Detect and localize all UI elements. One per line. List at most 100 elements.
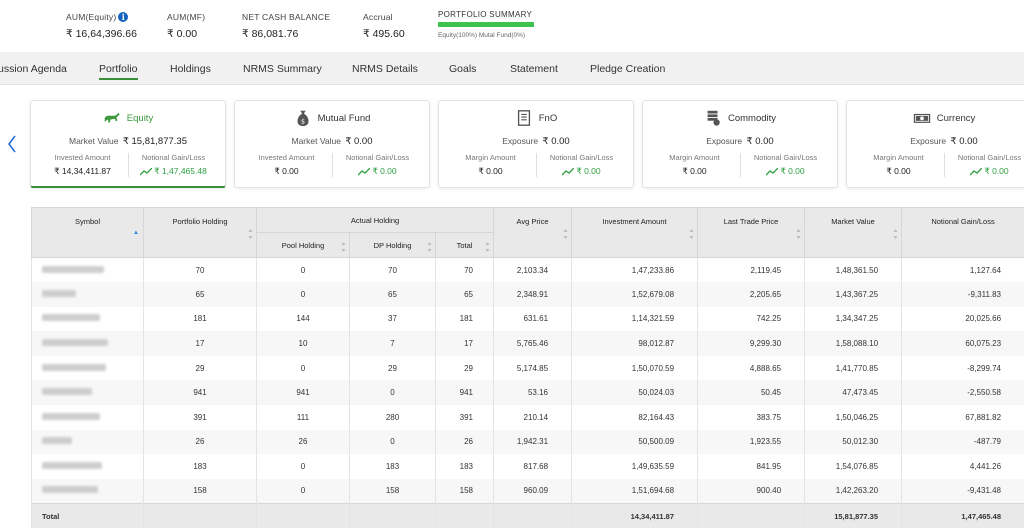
- investment-amount-cell: 98,012.87: [571, 331, 699, 356]
- table-row[interactable]: 29 0 29 29 5,174.85 1,50,070.59 4,888.65 1,41,7…: [31, 355, 1024, 381]
- portfolio-holding-cell: 29: [143, 355, 257, 381]
- last-trade-price-cell: 383.75: [697, 405, 806, 430]
- chevron-left-icon[interactable]: [6, 134, 18, 154]
- portfolio-holding-cell: 158: [143, 478, 257, 504]
- pool-holding-cell: 26: [256, 429, 350, 455]
- investment-amount-cell: 1,47,233.86: [571, 257, 699, 283]
- tab-nrms-summary[interactable]: NRMS Summary: [243, 63, 322, 75]
- sort-icon[interactable]: [796, 228, 801, 240]
- margin-amount-label: Margin Amount: [465, 153, 516, 162]
- sort-icon[interactable]: [427, 241, 432, 253]
- dp-holding-cell: 65: [349, 282, 436, 307]
- investment-amount-cell: 1,14,321.59: [571, 306, 699, 332]
- col-portfolio-holding[interactable]: Portfolio Holding: [143, 207, 257, 258]
- symbol-cell[interactable]: [31, 282, 144, 307]
- table-row[interactable]: 941 941 0 941 53.16 50,024.03 50.45 47,473.45 -2…: [31, 380, 1024, 406]
- table-row[interactable]: 65 0 65 65 2,348.91 1,52,679.08 2,205.65 1,43,3…: [31, 282, 1024, 307]
- sort-icon[interactable]: [485, 241, 490, 253]
- exposure-label: Exposure: [910, 136, 947, 146]
- tab-nrms-details[interactable]: NRMS Details: [352, 63, 418, 75]
- notional-gain-value: ₹ 0.00: [372, 166, 397, 176]
- table-row[interactable]: 26 26 0 26 1,942.31 50,500.09 1,923.55 50,012.3…: [31, 429, 1024, 455]
- tab-holdings[interactable]: Holdings: [170, 63, 211, 75]
- equity-allocation-bar: [438, 22, 534, 27]
- mutual-fund-card[interactable]: $ Mutual Fund Market Value ₹ 0.00 Invest…: [234, 100, 430, 188]
- total-holding-cell: 70: [434, 257, 495, 283]
- notional-gain-value: ₹ 0.00: [780, 166, 805, 176]
- table-row[interactable]: 158 0 158 158 960.09 1,51,694.68 900.40 1,42,26…: [31, 478, 1024, 504]
- table-row[interactable]: 181 144 37 181 631.61 1,14,321.59 742.25 1,34,3…: [31, 306, 1024, 332]
- market-value-cell: 47,473.45: [804, 380, 903, 406]
- col-dp-holding[interactable]: DP Holding: [349, 232, 436, 258]
- notional-gain-value: ₹ 0.00: [576, 166, 601, 176]
- table-row[interactable]: 17 10 7 17 5,765.46 98,012.87 9,299.30 1,58,088…: [31, 331, 1024, 356]
- symbol-cell[interactable]: [31, 257, 144, 283]
- col-symbol[interactable]: Symbol ▲: [31, 207, 144, 258]
- net-cash-value: ₹ 86,081.76: [242, 28, 299, 40]
- dp-holding-cell: 280: [349, 405, 436, 430]
- tab-statement[interactable]: Statement: [510, 63, 558, 75]
- tab-portfolio[interactable]: Portfolio: [99, 63, 138, 80]
- col-investment-amount[interactable]: Investment Amount: [571, 207, 699, 258]
- avg-price-cell: 2,103.34: [493, 257, 573, 283]
- sort-icon[interactable]: [563, 228, 568, 240]
- exposure-value: ₹ 0.00: [746, 136, 774, 147]
- trend-up-icon: [140, 167, 153, 176]
- notional-gain-loss-cell: 1,127.64: [901, 257, 1024, 283]
- avg-price-cell: 53.16: [493, 380, 573, 406]
- investment-amount-cell: 50,500.09: [571, 429, 699, 455]
- tab-pledge-creation[interactable]: Pledge Creation: [590, 63, 666, 75]
- market-value-cell: 1,34,347.25: [804, 306, 903, 332]
- symbol-cell[interactable]: [31, 429, 144, 455]
- notional-gain-label: Notional Gain/Loss: [141, 153, 206, 162]
- col-pool-holding[interactable]: Pool Holding: [256, 232, 350, 258]
- dp-holding-cell: 37: [349, 306, 436, 332]
- fno-card[interactable]: FnO Exposure ₹ 0.00 Margin Amount ₹ 0.00 …: [438, 100, 634, 188]
- symbol-cell[interactable]: [31, 380, 144, 406]
- col-total[interactable]: Total: [434, 232, 495, 258]
- commodity-card[interactable]: Commodity Exposure ₹ 0.00 Margin Amount ₹…: [642, 100, 838, 188]
- portfolio-holding-cell: 183: [143, 454, 257, 479]
- last-trade-price-cell: 2,119.45: [697, 257, 806, 283]
- symbol-cell[interactable]: [31, 405, 144, 430]
- pool-holding-cell: 111: [256, 405, 350, 430]
- notional-gain-loss-cell: 20,025.66: [901, 306, 1024, 332]
- symbol-cell[interactable]: [31, 478, 144, 504]
- portfolio-holding-cell: 181: [143, 306, 257, 332]
- currency-card[interactable]: Currency Exposure ₹ 0.00 Margin Amount ₹ …: [846, 100, 1024, 188]
- sort-icon[interactable]: [248, 228, 253, 240]
- info-icon[interactable]: i: [118, 12, 129, 22]
- last-trade-price-cell: 742.25: [697, 306, 806, 332]
- table-row[interactable]: 391 111 280 391 210.14 82,164.43 383.75 1,50,04…: [31, 405, 1024, 430]
- invested-amount-label: Invested Amount: [54, 153, 111, 162]
- portfolio-holding-cell: 941: [143, 380, 257, 406]
- exposure-value: ₹ 0.00: [950, 136, 978, 147]
- symbol-cell[interactable]: [31, 454, 144, 479]
- notional-gain-loss-cell: 67,881.82: [901, 405, 1024, 430]
- col-market-value[interactable]: Market Value: [804, 207, 903, 258]
- tab-discussion-agenda[interactable]: ussion Agenda: [0, 63, 67, 75]
- table-row[interactable]: 183 0 183 183 817.68 1,49,635.59 841.95 1,54,07…: [31, 454, 1024, 479]
- col-notional-gain-loss[interactable]: Notional Gain/Loss: [901, 207, 1024, 258]
- notional-gain-value: ₹ 0.00: [984, 166, 1009, 176]
- symbol-cell[interactable]: [31, 306, 144, 332]
- sort-asc-icon[interactable]: ▲: [133, 230, 139, 236]
- equity-card[interactable]: Equity Market Value ₹ 15,81,877.35 Inves…: [30, 100, 226, 188]
- total-holding-cell: 26: [434, 429, 495, 455]
- sort-icon[interactable]: [341, 241, 346, 253]
- total-holding-cell: 158: [434, 478, 495, 504]
- col-avg-price[interactable]: Avg Price: [493, 207, 573, 258]
- redacted-symbol: [42, 289, 76, 297]
- symbol-cell[interactable]: [31, 331, 144, 356]
- pool-holding-cell: 0: [256, 282, 350, 307]
- sort-icon[interactable]: [893, 228, 898, 240]
- col-last-trade-price[interactable]: Last Trade Price: [697, 207, 806, 258]
- sort-icon[interactable]: [689, 228, 694, 240]
- symbol-cell[interactable]: [31, 355, 144, 381]
- tab-goals[interactable]: Goals: [449, 63, 477, 75]
- pool-holding-cell: 0: [256, 257, 350, 283]
- table-row[interactable]: 70 0 70 70 2,103.34 1,47,233.86 2,119.45 1,48,3…: [31, 257, 1024, 283]
- investment-amount-cell: 1,51,694.68: [571, 478, 699, 504]
- market-value-cell: 1,41,770.85: [804, 355, 903, 381]
- last-trade-price-cell: 841.95: [697, 454, 806, 479]
